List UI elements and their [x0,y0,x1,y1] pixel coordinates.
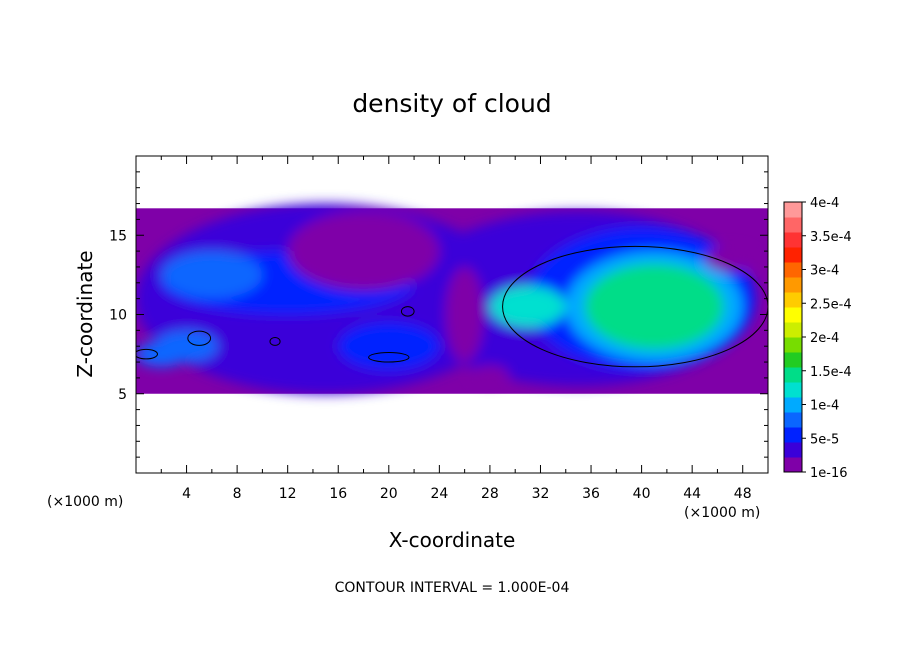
colorbar-swatch [784,232,802,248]
colorbar-label: 1e-16 [810,466,848,481]
contour-interval-note: CONTOUR INTERVAL = 1.000E-04 [335,580,570,596]
contour-lines [136,245,768,368]
colorbar-label: 2e-4 [810,331,839,346]
y-tick-label: 10 [109,308,127,324]
colorbar-label: 1e-4 [810,399,839,414]
y-axis-ticks: 5 10 15 [109,171,768,458]
colorbar-swatch [784,277,802,293]
x-unit-right: (×1000 m) [684,505,760,521]
density-field [136,203,768,394]
density-blob [584,263,724,350]
low-density-gap [470,365,509,385]
colorbar-swatch [784,322,802,338]
x-tick-label: 12 [279,486,297,502]
contour-line [269,336,281,346]
colorbar-swatch [784,397,802,413]
low-density-gap [287,211,440,291]
low-density-gap [704,246,756,272]
x-tick-label: 4 [182,486,191,502]
colorbar-swatch [784,292,802,308]
colorbar-label: 1.5e-4 [810,365,852,380]
x-tick-label: 24 [430,486,448,502]
x-axis-label: X-coordinate [389,528,516,552]
y-tick-label: 15 [109,228,127,244]
x-tick-label: 40 [633,486,651,502]
colorbar-label: 3e-4 [810,264,839,279]
x-tick-label: 28 [481,486,499,502]
low-density-gap [445,266,484,363]
colorbar-swatch [784,337,802,353]
colorbar-label: 2.5e-4 [810,297,852,312]
colorbar-label: 4e-4 [810,196,839,211]
plot-area [136,203,768,394]
x-unit-left: (×1000 m) [47,494,123,510]
colorbar-label: 3.5e-4 [810,230,852,245]
x-tick-label: 20 [380,486,398,502]
density-blob [489,285,566,328]
x-axis-ticks: 4 8 12 16 20 24 28 32 36 40 44 48 [160,156,752,502]
colorbar-labels: 1e-16 5e-5 1e-4 1.5e-4 2e-4 2.5e-4 3e-4 3.5e-4 4… [802,196,852,481]
contour-line [400,306,415,317]
colorbar-swatch [784,412,802,428]
colorbar-swatch [784,217,802,233]
colorbar-swatch [784,202,802,218]
x-tick-label: 32 [532,486,550,502]
colorbar-swatch [784,382,802,398]
colorbar-swatch [784,367,802,383]
y-tick-label: 5 [118,387,127,403]
x-tick-label: 48 [734,486,752,502]
contour-line [502,245,768,368]
density-blob [161,251,263,299]
x-tick-label: 44 [683,486,701,502]
x-tick-label: 16 [329,486,347,502]
contour-line [368,352,410,363]
contour-line [136,348,158,360]
colorbar-swatch [784,262,802,278]
colorbar-label: 5e-5 [810,432,839,447]
colorbar-swatch [784,307,802,323]
colorbar-swatch [784,442,802,458]
x-tick-label: 8 [233,486,242,502]
x-tick-label: 36 [582,486,600,502]
density-blobs [136,203,756,394]
colorbar [784,202,802,473]
colorbar-swatch [784,457,802,473]
colorbar-swatch [784,247,802,263]
density-blob [136,341,187,367]
density-blob [338,322,440,370]
y-axis-label: Z-coordinate [73,250,97,377]
colorbar-swatch [784,427,802,443]
contour-line [187,330,212,346]
chart-title: density of cloud [352,89,551,118]
colorbar-swatch [784,352,802,368]
